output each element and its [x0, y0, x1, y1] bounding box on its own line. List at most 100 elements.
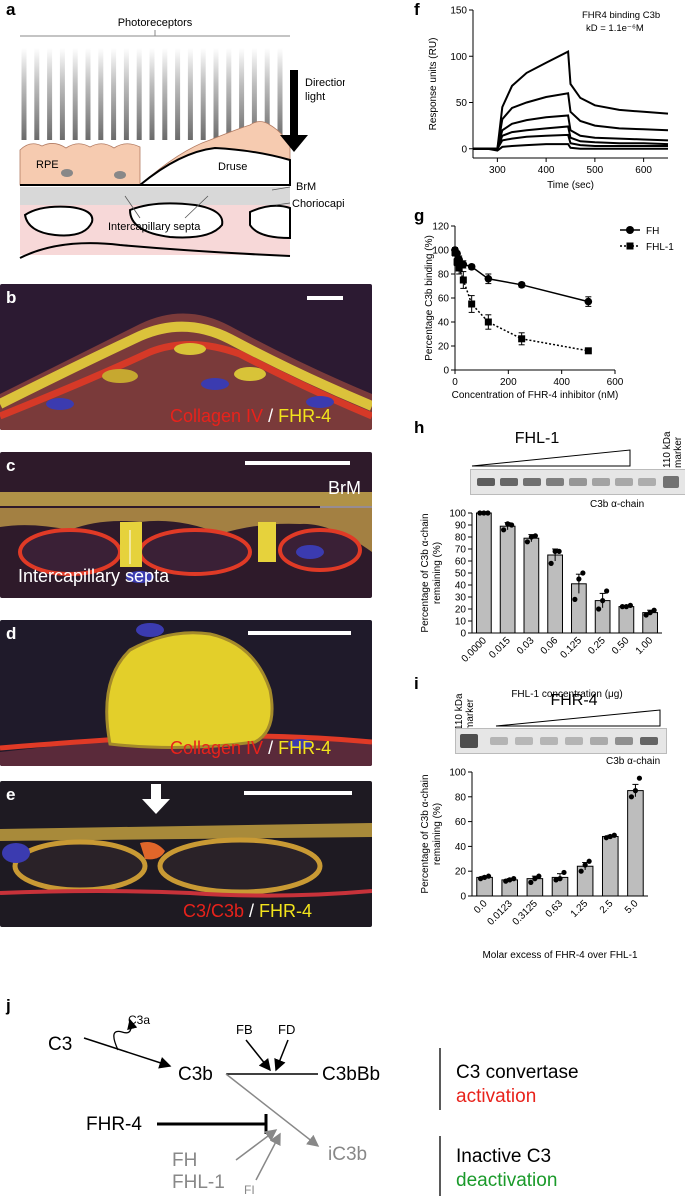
replicate-point: [561, 869, 567, 876]
x-tick-label: 200: [500, 377, 517, 388]
photoreceptor-rods: [21, 48, 283, 140]
y-axis-label: remaining (%): [432, 803, 443, 865]
gel-h: [470, 469, 685, 495]
y-tick-label: 80: [455, 792, 467, 803]
data-point-FHL-1: [455, 264, 463, 272]
data-point-FHL-1: [459, 276, 467, 284]
photoreceptor: [111, 48, 117, 140]
legend-label-FHL-1: FHL-1: [646, 242, 674, 253]
replicate-point: [532, 876, 538, 882]
replicate-point: [619, 604, 625, 610]
photoreceptor: [72, 48, 78, 140]
y-tick-label: 20: [455, 605, 467, 616]
replicate-point: [509, 522, 515, 528]
replicate-point: [477, 510, 483, 516]
scale-bar: [248, 631, 351, 635]
gel-band-h: [477, 478, 495, 486]
y-tick-label: 50: [455, 569, 467, 580]
gel-i: [455, 728, 667, 754]
x-tick-label: 300: [489, 165, 506, 176]
bar-0.015: [499, 525, 516, 634]
marker-line-1: 110 kDa: [454, 693, 465, 730]
stain-label-d: Collagen IV / FHR-4: [170, 738, 331, 759]
panel-label-e: e: [6, 785, 16, 804]
gradient-wedge-h: [471, 449, 631, 467]
replicate-point: [528, 879, 534, 885]
label-direction-2: light: [305, 91, 325, 103]
micrograph-c: c BrM Intercapillary septa: [0, 452, 372, 598]
stain-separator: /: [244, 901, 260, 921]
label-photoreceptors: Photoreceptors: [118, 17, 193, 29]
label-septa-c: Intercapillary septa: [18, 566, 170, 586]
photoreceptor: [149, 48, 155, 140]
legend-label-FH: FH: [646, 226, 659, 237]
x-axis-label: FHL-1 concentration (μg): [511, 689, 622, 700]
x-tick-label: 0.3125: [511, 898, 541, 928]
replicate-point: [507, 877, 513, 883]
band-label-i: C3b α-chain: [606, 756, 661, 767]
replicate-point: [548, 560, 554, 566]
retina-schematic: Photoreceptors Direction of light RPE Dr…: [19, 17, 345, 259]
panel-label-h: h: [414, 418, 425, 437]
gel-band-i: [640, 737, 658, 745]
y-tick-label: 70: [455, 545, 467, 556]
replicate-point: [604, 588, 610, 594]
micrograph-d: d Collagen IV / FHR-4: [0, 620, 372, 766]
x-tick-label: 0.25: [586, 635, 608, 657]
gel-band-h: [546, 478, 564, 486]
replicate-point: [580, 570, 586, 576]
gel-band-h: [569, 478, 587, 486]
marker-line-1: 110 kDa: [662, 431, 673, 468]
gel-band-i: [615, 737, 633, 745]
y-tick-label: 100: [450, 52, 467, 63]
data-point-FHL-1: [518, 335, 526, 343]
chart-f-spr: 0 50 100 150 300 400 500 600 Time (sec) Response …: [428, 6, 669, 191]
y-tick-label: 60: [455, 817, 467, 828]
data-point-FHL-1: [484, 318, 492, 326]
x-tick-label: 400: [553, 377, 570, 388]
x-tick-label: 1.25: [569, 898, 591, 920]
x-tick-label: 0: [452, 377, 458, 388]
x-axis-label: Time (sec): [547, 180, 594, 191]
replicate-point: [600, 598, 606, 604]
stain-c3: C3/C3b: [183, 901, 245, 921]
x-tick-label: 0.63: [544, 898, 566, 920]
series-line-FHL-1: [454, 252, 589, 352]
replicate-point: [524, 539, 530, 545]
panel-label-b: b: [6, 288, 17, 307]
gel-band-i: [490, 737, 508, 745]
y-tick-label: 30: [455, 593, 467, 604]
j-convertase: C3 convertase: [456, 1062, 579, 1083]
replicate-point: [628, 794, 635, 800]
bar-5.0: [627, 790, 644, 897]
label-brm-c: BrM: [328, 478, 361, 498]
y-tick-label: 150: [450, 6, 467, 17]
y-tick-label: 120: [432, 222, 449, 233]
y-tick-label: 0: [460, 629, 466, 640]
replicate-point: [485, 873, 492, 879]
stain-collagen: Collagen IV: [170, 406, 264, 426]
photoreceptor: [34, 48, 40, 140]
gradient-wedge-i: [495, 709, 661, 727]
bar-0.03: [523, 537, 540, 634]
band-label-h: C3b α-chain: [590, 499, 645, 510]
stain-fhr4: FHR-4: [278, 406, 332, 426]
x-tick-label: 0.015: [487, 635, 513, 661]
gel-band-i: [565, 737, 583, 745]
panel-label-d: d: [6, 624, 17, 643]
gel-marker-band-h: [663, 476, 679, 488]
replicate-point: [632, 788, 639, 794]
photoreceptor: [200, 48, 206, 140]
x-tick-label: 600: [635, 165, 652, 176]
micrograph-e: e C3/C3b / FHR-4: [0, 781, 372, 927]
micrograph-b: b Collagen IV / FHR-4: [0, 284, 372, 430]
replicate-point: [651, 607, 657, 613]
photoreceptor: [187, 48, 193, 140]
j-inactive: Inactive C3: [456, 1146, 551, 1167]
bar-0.50: [618, 606, 635, 634]
stain-fhr4: FHR-4: [259, 901, 313, 921]
chart-subtitle: kD = 1.1e⁻⁶M: [586, 23, 644, 34]
sensorgram-line-5: [473, 143, 668, 152]
stain-separator: /: [263, 738, 279, 758]
